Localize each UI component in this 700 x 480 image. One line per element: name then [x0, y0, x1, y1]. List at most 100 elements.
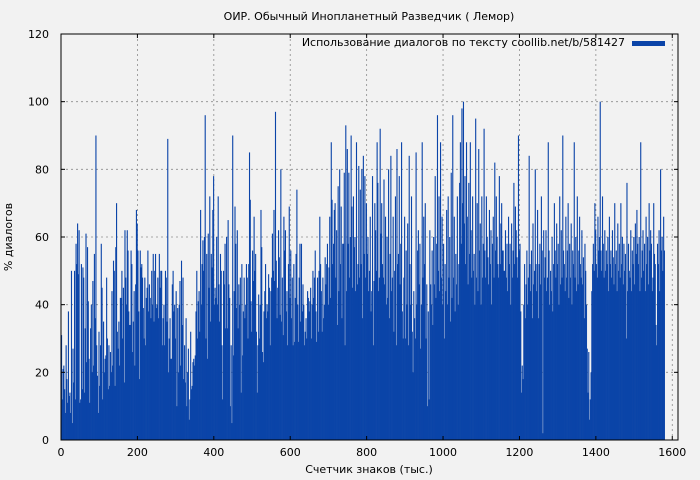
bar	[135, 209, 137, 440]
bar	[152, 253, 154, 440]
bar	[89, 402, 91, 440]
bar	[533, 270, 536, 440]
bar	[637, 264, 639, 440]
bar	[547, 142, 549, 440]
y-tick-label: 40	[35, 299, 49, 312]
bar	[219, 253, 222, 440]
bar	[304, 331, 306, 440]
bar	[63, 365, 65, 440]
bar	[649, 250, 651, 440]
y-tick-label: 100	[28, 96, 49, 109]
bar	[639, 291, 641, 440]
bar	[653, 203, 655, 440]
bar	[184, 382, 186, 440]
bar	[111, 291, 113, 440]
bar	[246, 277, 248, 440]
bar	[217, 196, 219, 440]
bar	[101, 287, 103, 440]
bar	[400, 243, 402, 440]
legend-swatch	[632, 41, 665, 46]
bar	[403, 277, 405, 440]
bar	[251, 331, 253, 440]
bar	[588, 419, 591, 440]
bar	[352, 196, 354, 440]
bar	[631, 250, 633, 440]
bar	[572, 250, 574, 440]
bar	[199, 331, 201, 440]
bar	[112, 365, 114, 440]
bar	[500, 223, 502, 440]
bar	[262, 362, 264, 440]
chart-title: ОИР. Обычный Инопланетный Разведчик ( Ле…	[224, 10, 515, 23]
bar	[256, 392, 258, 440]
bar	[610, 250, 612, 440]
bar	[336, 324, 338, 440]
bar	[275, 260, 277, 440]
bar	[342, 243, 344, 440]
x-tick-label: 1200	[505, 446, 533, 459]
bar	[566, 250, 568, 440]
bar	[435, 297, 437, 440]
bar	[326, 264, 328, 440]
bar	[167, 138, 169, 440]
bar	[104, 358, 106, 440]
bar	[333, 209, 335, 440]
legend: Использование диалогов по тексту coollib…	[302, 36, 665, 49]
bar	[404, 216, 406, 440]
bar	[368, 291, 370, 440]
bar	[563, 250, 565, 440]
bar	[120, 297, 122, 440]
bar	[156, 304, 158, 440]
bar	[195, 311, 197, 440]
bar	[448, 277, 450, 440]
bar	[427, 406, 429, 440]
bar	[445, 291, 447, 440]
bar	[550, 291, 552, 440]
bar	[163, 304, 165, 440]
bar	[134, 365, 136, 440]
bar	[242, 355, 244, 440]
bar	[556, 264, 558, 440]
bar	[635, 253, 637, 440]
bar	[657, 264, 659, 440]
bar	[645, 216, 647, 440]
bar	[330, 142, 332, 440]
bar	[150, 318, 152, 440]
bar	[158, 318, 160, 440]
bar	[520, 392, 523, 440]
bar	[105, 355, 107, 440]
bar	[482, 243, 484, 440]
bar	[164, 345, 166, 440]
bar	[303, 304, 305, 440]
bar	[244, 318, 246, 440]
bar	[328, 267, 330, 440]
bar	[228, 284, 230, 440]
bar	[92, 280, 94, 440]
bar	[234, 206, 236, 440]
bar	[466, 216, 468, 440]
bar	[248, 152, 251, 441]
bar	[478, 149, 480, 440]
bar	[232, 135, 234, 440]
bar	[161, 270, 163, 440]
bar	[407, 345, 410, 440]
bar	[242, 311, 244, 440]
bar	[180, 365, 182, 440]
bar	[487, 257, 489, 440]
bar	[267, 311, 269, 440]
bar	[309, 301, 311, 440]
bar	[206, 358, 209, 440]
bar	[226, 328, 228, 440]
bar	[259, 304, 261, 440]
bar	[255, 253, 257, 440]
bar	[516, 257, 518, 440]
bar	[290, 250, 292, 440]
bar	[420, 348, 422, 440]
bar	[564, 291, 566, 440]
bar	[206, 253, 208, 440]
bar	[107, 389, 109, 440]
bar	[454, 311, 456, 440]
bar	[458, 264, 460, 440]
bar	[396, 149, 398, 440]
